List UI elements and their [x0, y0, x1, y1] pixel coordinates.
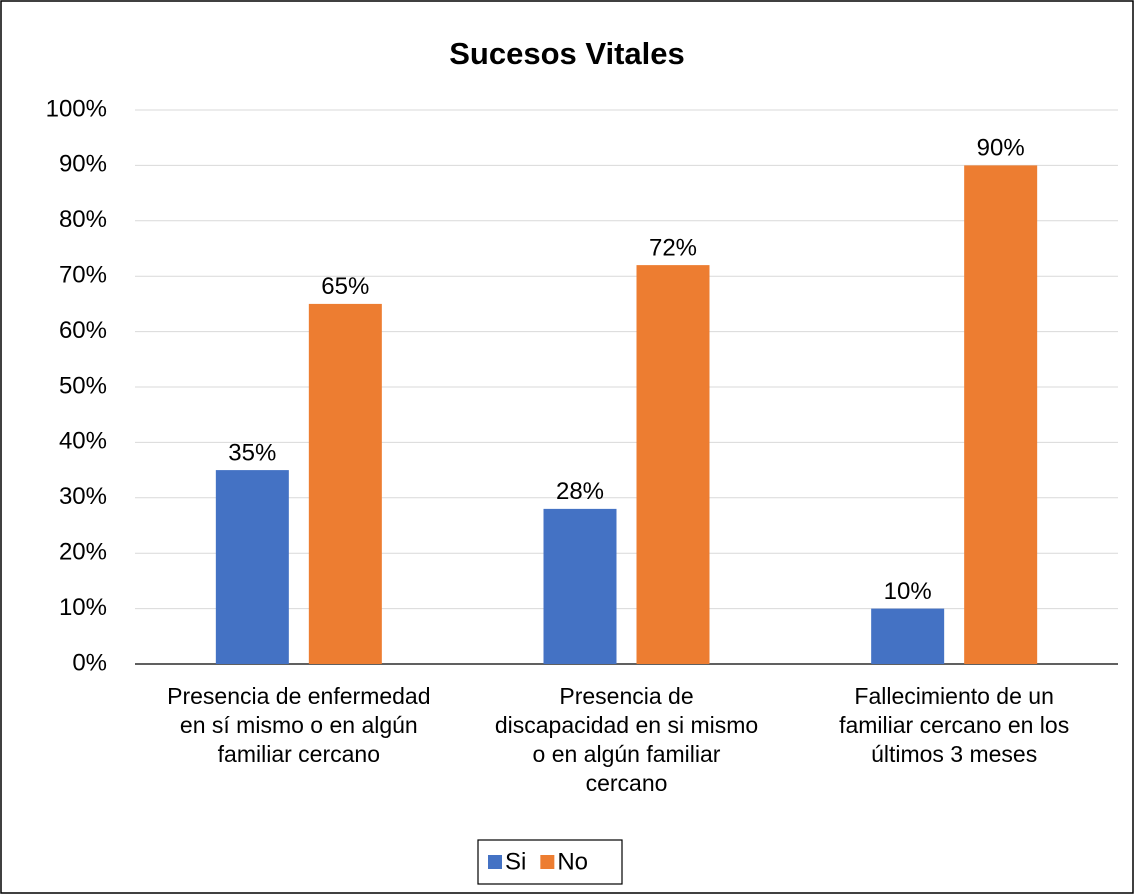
y-tick-label: 20%: [59, 539, 107, 566]
y-tick-label: 90%: [59, 151, 107, 178]
y-tick-label: 100%: [46, 95, 107, 122]
legend-swatch: [488, 855, 502, 869]
y-tick-label: 60%: [59, 317, 107, 344]
data-label: 10%: [884, 578, 932, 605]
y-tick-label: 10%: [59, 594, 107, 621]
x-tick-label: Presencia de enfermedad en sí mismo o en…: [167, 683, 431, 767]
legend-swatch: [540, 855, 555, 869]
bar: [543, 508, 617, 664]
y-tick-label: 0%: [72, 649, 107, 676]
chart-title: Sucesos Vitales: [449, 36, 685, 71]
y-tick-label: 80%: [59, 206, 107, 233]
y-tick-label: 50%: [59, 372, 107, 399]
data-label: 90%: [977, 135, 1025, 162]
legend-label: Si: [505, 848, 526, 875]
y-tick-label: 70%: [59, 262, 107, 289]
data-label: 72%: [649, 234, 697, 261]
bar: [871, 608, 945, 664]
data-label: 28%: [556, 478, 604, 505]
y-tick-label: 30%: [59, 483, 107, 510]
bar: [636, 265, 710, 664]
legend-label: No: [557, 848, 588, 875]
x-tick-label: Presencia de discapacidad en si mismo o …: [494, 683, 759, 796]
bar: [964, 165, 1038, 664]
data-label: 65%: [321, 273, 369, 300]
data-label: 35%: [228, 439, 276, 466]
x-tick-label: Fallecimiento de un familiar cercano en …: [839, 683, 1070, 767]
y-tick-label: 40%: [59, 428, 107, 455]
bar: [308, 303, 382, 664]
bar: [215, 470, 289, 664]
